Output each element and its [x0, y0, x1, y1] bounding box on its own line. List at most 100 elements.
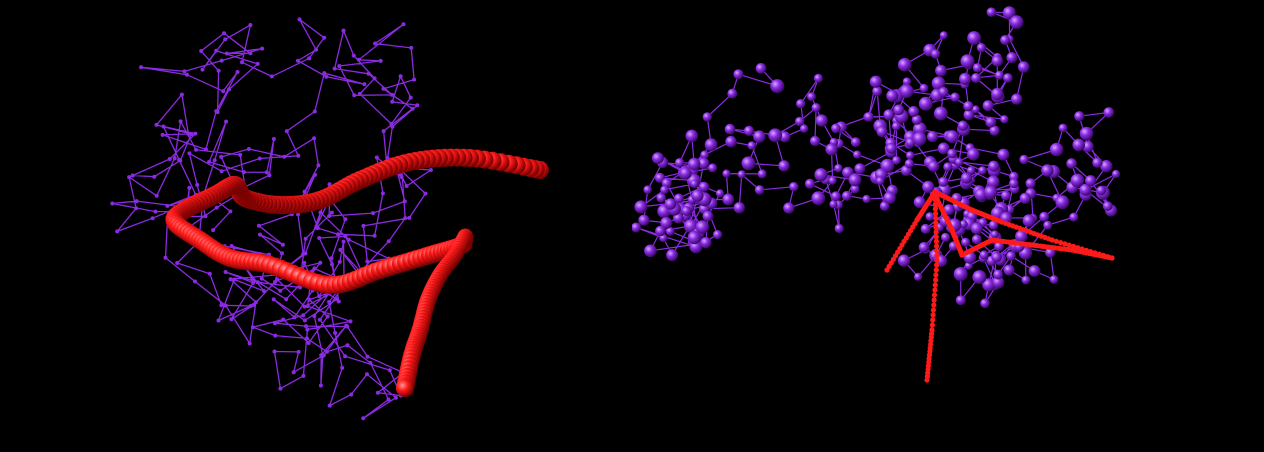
atom-sphere	[687, 157, 701, 171]
backbone-node	[380, 191, 385, 196]
atom-sphere	[950, 92, 960, 102]
right-ball-stick-panel[interactable]	[632, 0, 1264, 452]
backbone-node	[408, 95, 413, 100]
atom-sphere	[986, 175, 1000, 189]
backbone-node	[332, 66, 337, 71]
atom-sphere	[1003, 264, 1015, 276]
backbone-node	[150, 216, 155, 221]
atom-sphere	[964, 261, 973, 270]
backbone-node	[273, 333, 278, 338]
backbone-node	[423, 191, 428, 196]
atom-sphere	[982, 278, 996, 292]
path-bead	[931, 292, 938, 298]
backbone-node	[365, 354, 370, 359]
atom-sphere	[967, 31, 981, 45]
path-bead	[1096, 251, 1102, 257]
atom-sphere	[1039, 211, 1050, 222]
atom-sphere	[829, 200, 838, 209]
backbone-node	[172, 156, 177, 161]
atom-sphere	[990, 230, 999, 239]
atom-sphere	[1092, 157, 1103, 168]
backbone-node	[248, 51, 253, 56]
backbone-node	[307, 297, 312, 302]
backbone-node	[372, 233, 377, 238]
backbone-node	[305, 304, 310, 309]
atom-sphere	[804, 178, 815, 189]
atom-sphere	[938, 86, 949, 98]
backbone-node	[228, 277, 233, 282]
backbone-node	[428, 168, 433, 172]
atom-sphere	[972, 63, 983, 73]
backbone-node	[365, 372, 369, 377]
atom-sphere	[911, 114, 922, 125]
atom-sphere	[959, 72, 972, 85]
backbone-node	[305, 327, 310, 332]
backbone-node	[257, 223, 261, 228]
atom-sphere	[1021, 275, 1031, 285]
backbone-node	[253, 300, 258, 305]
atom-sphere	[848, 173, 862, 187]
atom-sphere	[1072, 138, 1085, 152]
atom-sphere	[1045, 247, 1056, 258]
backbone-node	[224, 119, 229, 124]
atom-sphere	[886, 143, 897, 154]
backbone-node	[219, 169, 224, 174]
backbone-node	[229, 244, 234, 248]
backbone-node	[398, 74, 403, 79]
atom-sphere	[1085, 175, 1097, 187]
backbone-node	[349, 392, 354, 397]
atom-sphere	[809, 135, 821, 147]
backbone-node	[329, 210, 334, 215]
backbone-node	[134, 199, 139, 204]
backbone-node	[402, 199, 407, 204]
path-bead	[1070, 243, 1076, 249]
atom-sphere	[656, 193, 666, 203]
backbone-node	[179, 92, 184, 97]
path-bead	[1053, 238, 1059, 244]
path-bead	[930, 312, 936, 318]
atom-sphere	[634, 200, 648, 214]
atom-sphere	[913, 196, 926, 209]
atom-sphere	[807, 92, 816, 102]
backbone-node	[314, 47, 319, 52]
atom-sphere	[967, 147, 980, 161]
backbone-node	[303, 236, 308, 241]
atom-sphere	[1006, 251, 1016, 261]
left-stick-trace-panel[interactable]	[0, 0, 632, 452]
backbone-node	[275, 277, 280, 282]
backbone-node	[187, 151, 192, 156]
path-bead	[933, 272, 939, 278]
backbone-node	[214, 109, 219, 114]
atom-sphere	[813, 73, 823, 83]
path-bead	[933, 211, 939, 217]
atom-sphere	[994, 70, 1004, 80]
atom-sphere	[1000, 35, 1011, 45]
backbone-node	[302, 260, 307, 265]
backbone-node	[216, 318, 221, 323]
backbone-node	[187, 185, 192, 190]
backbone-node	[386, 239, 391, 244]
atom-sphere	[708, 163, 718, 173]
backbone-node	[386, 397, 391, 402]
atom-sphere	[953, 267, 968, 281]
atom-sphere	[700, 236, 712, 249]
backbone-node	[362, 82, 367, 87]
backbone-node	[255, 280, 260, 285]
atom-sphere	[733, 69, 744, 80]
atom-sphere	[687, 230, 702, 245]
atom-sphere	[979, 250, 989, 260]
backbone-node	[255, 61, 260, 66]
backbone-node	[248, 23, 253, 27]
atom-sphere	[1003, 73, 1013, 83]
atom-sphere	[902, 77, 912, 86]
backbone-node	[222, 31, 226, 36]
backbone-node	[333, 330, 338, 335]
atom-sphere	[943, 162, 953, 172]
backbone-node	[152, 174, 157, 179]
backbone-node	[307, 56, 312, 61]
backbone-node	[313, 172, 317, 177]
atom-sphere	[831, 123, 841, 134]
backbone-node	[338, 247, 343, 252]
backbone-node	[372, 76, 377, 81]
backbone-node	[223, 37, 228, 42]
